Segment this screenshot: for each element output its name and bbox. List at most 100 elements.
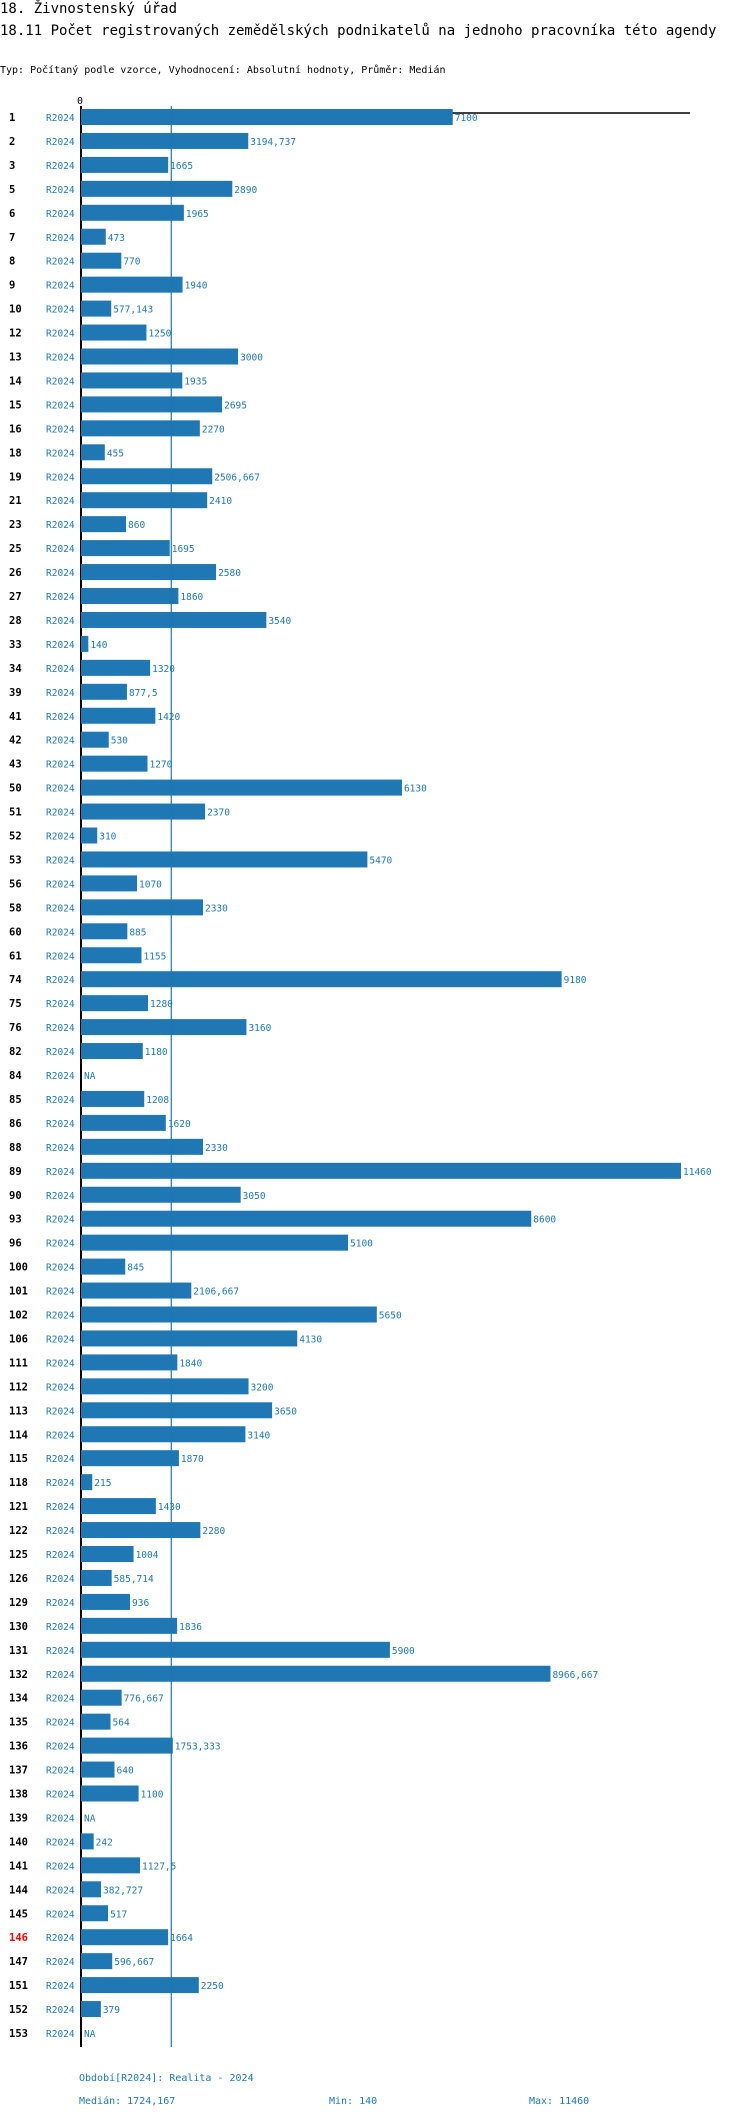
category-label: 50 [9, 783, 22, 795]
period-label: R2024 [46, 1909, 75, 1920]
bar [81, 1138, 203, 1155]
period-label: R2024 [46, 400, 75, 411]
value-label: 936 [132, 1598, 149, 1609]
value-label: 5650 [379, 1311, 402, 1322]
category-label: 58 [9, 902, 22, 914]
category-label: 2 [9, 136, 15, 148]
period-label: R2024 [46, 257, 75, 268]
period-label: R2024 [46, 1694, 75, 1705]
bar [81, 204, 184, 221]
bar [81, 1043, 143, 1060]
bar [81, 1210, 532, 1227]
value-label: 530 [111, 736, 128, 747]
period-label: R2024 [46, 1574, 75, 1585]
category-label: 51 [9, 807, 22, 819]
bar [81, 1617, 178, 1634]
value-label: 877,5 [129, 688, 158, 699]
value-label: 1620 [168, 1119, 191, 1130]
section-title: 18. Živnostenský úřad [0, 1, 178, 17]
category-label: 60 [9, 926, 22, 938]
category-label: 90 [9, 1190, 22, 1202]
category-label: 33 [9, 639, 22, 651]
bar [81, 348, 239, 365]
bar [81, 803, 206, 820]
category-label: 135 [9, 1717, 28, 1729]
period-label: R2024 [46, 1358, 75, 1369]
value-label: 2506,667 [214, 472, 260, 483]
period-label: R2024 [46, 1071, 75, 1082]
period-label: R2024 [46, 376, 75, 387]
bar [81, 1306, 377, 1323]
value-label: NA [84, 2029, 96, 2040]
period-label: R2024 [46, 1718, 75, 1729]
period-label: R2024 [46, 1550, 75, 1561]
value-label: 310 [99, 832, 116, 843]
value-label: 517 [110, 1909, 127, 1920]
bar [81, 1258, 126, 1275]
category-label: 126 [9, 1573, 28, 1585]
period-label: R2024 [46, 832, 75, 843]
bar [81, 1426, 246, 1443]
category-label: 96 [9, 1238, 22, 1250]
category-label: 25 [9, 543, 22, 555]
bar [81, 947, 142, 964]
category-label: 41 [9, 711, 22, 723]
bar [81, 1641, 390, 1658]
category-label: 10 [9, 304, 22, 316]
value-label: 140 [90, 640, 107, 651]
bar [81, 109, 453, 125]
category-label: 15 [9, 399, 22, 411]
value-label: 640 [117, 1766, 134, 1777]
period-label: R2024 [46, 879, 75, 890]
period-label: R2024 [46, 1454, 75, 1465]
category-label: 9 [9, 280, 15, 292]
value-label: 3140 [247, 1430, 270, 1441]
value-label: 3050 [243, 1191, 266, 1202]
category-label: 121 [9, 1501, 28, 1513]
value-label: 585,714 [114, 1574, 154, 1585]
period-label: R2024 [46, 760, 75, 771]
bar [81, 156, 169, 173]
bar [81, 1593, 131, 1610]
period-label: R2024 [46, 640, 75, 651]
category-label: 106 [9, 1333, 28, 1345]
bar [81, 635, 89, 652]
category-label: 141 [9, 1860, 28, 1872]
value-label: 885 [129, 927, 146, 938]
bar [81, 1234, 349, 1251]
bar [81, 1857, 141, 1874]
bar [81, 492, 208, 509]
category-label: 122 [9, 1525, 28, 1537]
bar [81, 396, 223, 413]
value-label: 845 [127, 1263, 144, 1274]
period-label: R2024 [46, 1263, 75, 1274]
category-label: 138 [9, 1789, 28, 1801]
value-label: 2280 [202, 1526, 225, 1537]
bar [81, 588, 179, 604]
bar [81, 683, 127, 700]
bar [81, 1929, 169, 1946]
value-label: 382,727 [103, 1885, 143, 1896]
value-label: 2330 [205, 1143, 228, 1154]
category-label: 118 [9, 1477, 28, 1489]
period-label: R2024 [46, 568, 75, 579]
category-label: 27 [9, 591, 22, 603]
category-label: 146 [9, 1932, 28, 1944]
category-label: 130 [9, 1621, 28, 1633]
bar [81, 1450, 179, 1467]
category-label: 23 [9, 519, 22, 531]
value-label: 2106,667 [193, 1287, 239, 1298]
category-label: 86 [9, 1118, 22, 1130]
period-label: R2024 [46, 975, 75, 986]
period-label: R2024 [46, 329, 75, 340]
value-label: 5900 [392, 1646, 415, 1657]
category-label: 147 [9, 1956, 28, 1968]
value-label: NA [84, 1071, 96, 1082]
bar [81, 1665, 551, 1682]
bar [81, 707, 156, 724]
value-label: 3200 [251, 1382, 274, 1393]
category-label: 125 [9, 1549, 28, 1561]
bar [81, 228, 106, 245]
bar [81, 468, 213, 485]
value-label: 1155 [143, 951, 166, 962]
